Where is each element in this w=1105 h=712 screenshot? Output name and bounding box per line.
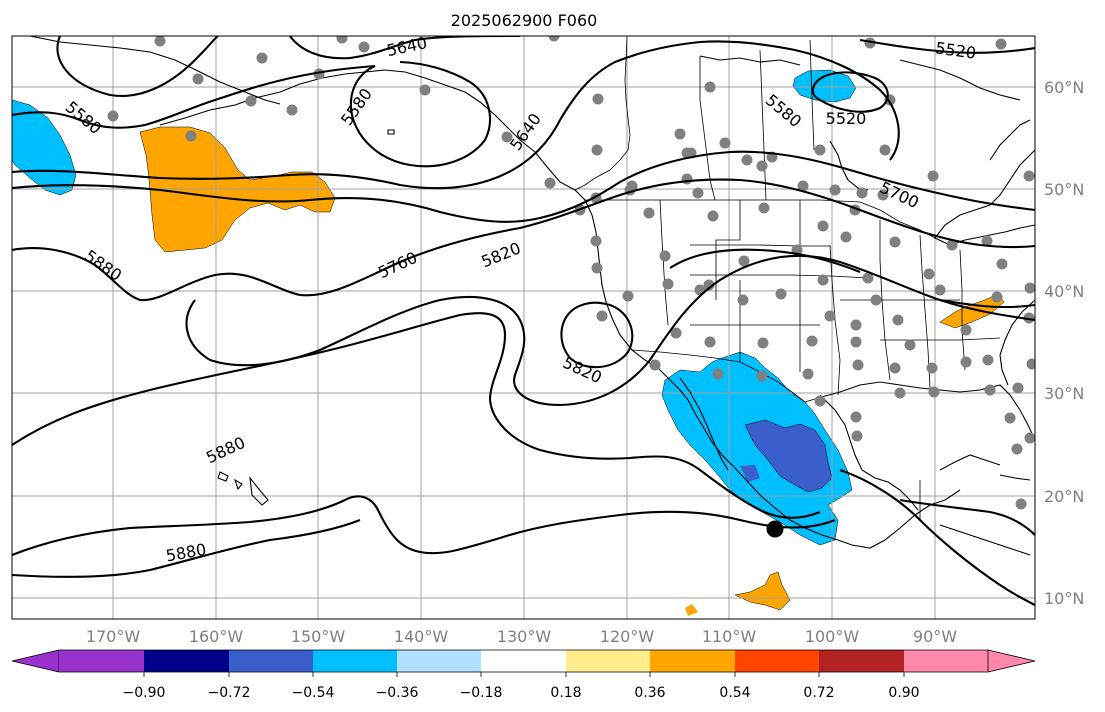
lon-label: 100°W (805, 627, 860, 646)
lat-label: 30°N (1044, 384, 1084, 403)
colorbar-tick: 0.90 (888, 685, 919, 701)
colorbar-segment (735, 650, 819, 672)
lon-label: 110°W (702, 627, 757, 646)
lon-label: 90°W (913, 627, 957, 646)
colorbar-segment (819, 650, 904, 672)
map-frame (11, 35, 1036, 620)
colorbar-arrow-right (987, 649, 1036, 673)
colorbar-segment (481, 650, 566, 672)
coastlines (29, 36, 1035, 556)
blue-region-canada (792, 69, 857, 103)
lat-label: 20°N (1044, 487, 1084, 506)
colorbar-segment (397, 650, 481, 672)
blue-region-mexico (661, 351, 853, 546)
colorbar-tick: −0.18 (460, 685, 503, 701)
lon-label: 140°W (394, 627, 449, 646)
storm-center-marker (766, 520, 784, 538)
colorbar-segment (59, 650, 144, 672)
colorbar-tick: −0.90 (123, 685, 166, 701)
colorbar-segment (229, 650, 313, 672)
colorbar: −0.90 −0.72 −0.54 −0.36 −0.18 0.18 0.36 … (11, 649, 1036, 701)
colorbar-tick: −0.72 (208, 685, 251, 701)
height-contours (12, 36, 1035, 606)
lon-label: 170°W (86, 627, 141, 646)
colorbar-tick: −0.36 (376, 685, 419, 701)
colorbar-tick: 0.36 (634, 685, 665, 701)
orange-region-tiny (685, 604, 698, 616)
orange-region-pacific-south (734, 571, 791, 611)
colorbar-tick: 0.18 (550, 685, 581, 701)
lon-label: 160°W (189, 627, 244, 646)
lat-label: 10°N (1044, 589, 1084, 608)
colorbar-segment (313, 650, 397, 672)
latitude-labels: 60°N 50°N 40°N 30°N 20°N 10°N (1044, 78, 1084, 608)
colorbar-tick: −0.54 (292, 685, 335, 701)
lon-label: 130°W (497, 627, 552, 646)
longitude-labels: 170°W 160°W 150°W 140°W 130°W 120°W 110°… (86, 627, 957, 646)
lon-label: 120°W (600, 627, 655, 646)
colorbar-tick: 0.72 (803, 685, 834, 701)
dark-blue-region-small (740, 465, 760, 482)
political-borders (574, 36, 1001, 520)
colorbar-segment (904, 650, 988, 672)
colorbar-segment (650, 650, 735, 672)
lat-label: 40°N (1044, 282, 1084, 301)
contour-label: 5520 (826, 109, 867, 128)
colorbar-segment (144, 650, 229, 672)
colorbar-arrow-left (11, 649, 60, 673)
figure-title: 2025062900 F060 (451, 11, 598, 30)
colorbar-tick: 0.54 (719, 685, 750, 701)
station-dots (107, 36, 1035, 510)
gridlines (12, 36, 1035, 619)
colorbar-segment (566, 650, 650, 672)
lat-label: 50°N (1044, 180, 1084, 199)
lon-label: 150°W (291, 627, 346, 646)
lat-label: 60°N (1044, 78, 1084, 97)
